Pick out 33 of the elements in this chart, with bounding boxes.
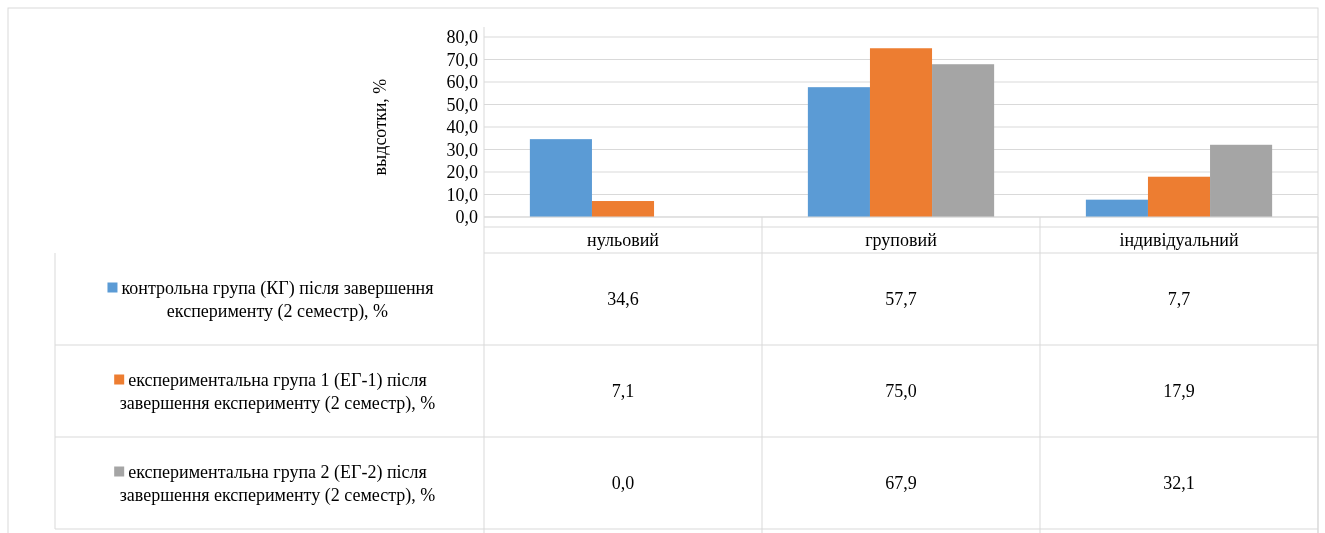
data-label: 0,0	[611, 473, 635, 494]
data-label: 34,6	[607, 289, 639, 310]
y-tick-label: 70,0	[446, 49, 478, 70]
bar	[1210, 144, 1273, 217]
y-tick-label: 30,0	[446, 139, 478, 160]
y-tick-label: 40,0	[446, 117, 478, 138]
y-tick-label: 0,0	[455, 207, 478, 228]
y-tick-label: 20,0	[446, 162, 478, 183]
data-label: 32,1	[1163, 473, 1195, 494]
data-label: 7,7	[1167, 289, 1191, 310]
x-tick-label: індивідуальний	[1119, 230, 1239, 251]
bar	[529, 139, 592, 217]
y-tick-label: 60,0	[446, 72, 478, 93]
bar	[932, 64, 995, 217]
legend-label: експериментальна група 2 (ЕГ-2) після завершення експерименту (2 семестр), %	[119, 461, 436, 506]
x-tick-label: нульовий	[587, 230, 660, 251]
data-label: 67,9	[885, 473, 917, 494]
x-tick-label: груповий	[865, 230, 938, 251]
data-label: 75,0	[885, 381, 917, 402]
data-label: 57,7	[885, 289, 917, 310]
data-label: 17,9	[1163, 381, 1195, 402]
bar	[1085, 199, 1148, 217]
legend-label: контрольна група (КГ) після завершення експерименту (2 семестр), %	[121, 277, 434, 322]
bar	[869, 48, 933, 217]
legend-label: експериментальна група 1 (ЕГ-1) після завершення експерименту (2 семестр), %	[119, 369, 436, 414]
data-label: 7,1	[611, 381, 635, 402]
bar	[807, 87, 870, 217]
bar	[1147, 176, 1211, 217]
y-tick-label: 80,0	[446, 27, 478, 48]
y-tick-label: 50,0	[446, 94, 478, 115]
bar	[591, 201, 655, 217]
y-axis-title: выдсотки, %	[370, 78, 390, 176]
y-tick-label: 10,0	[446, 184, 478, 205]
